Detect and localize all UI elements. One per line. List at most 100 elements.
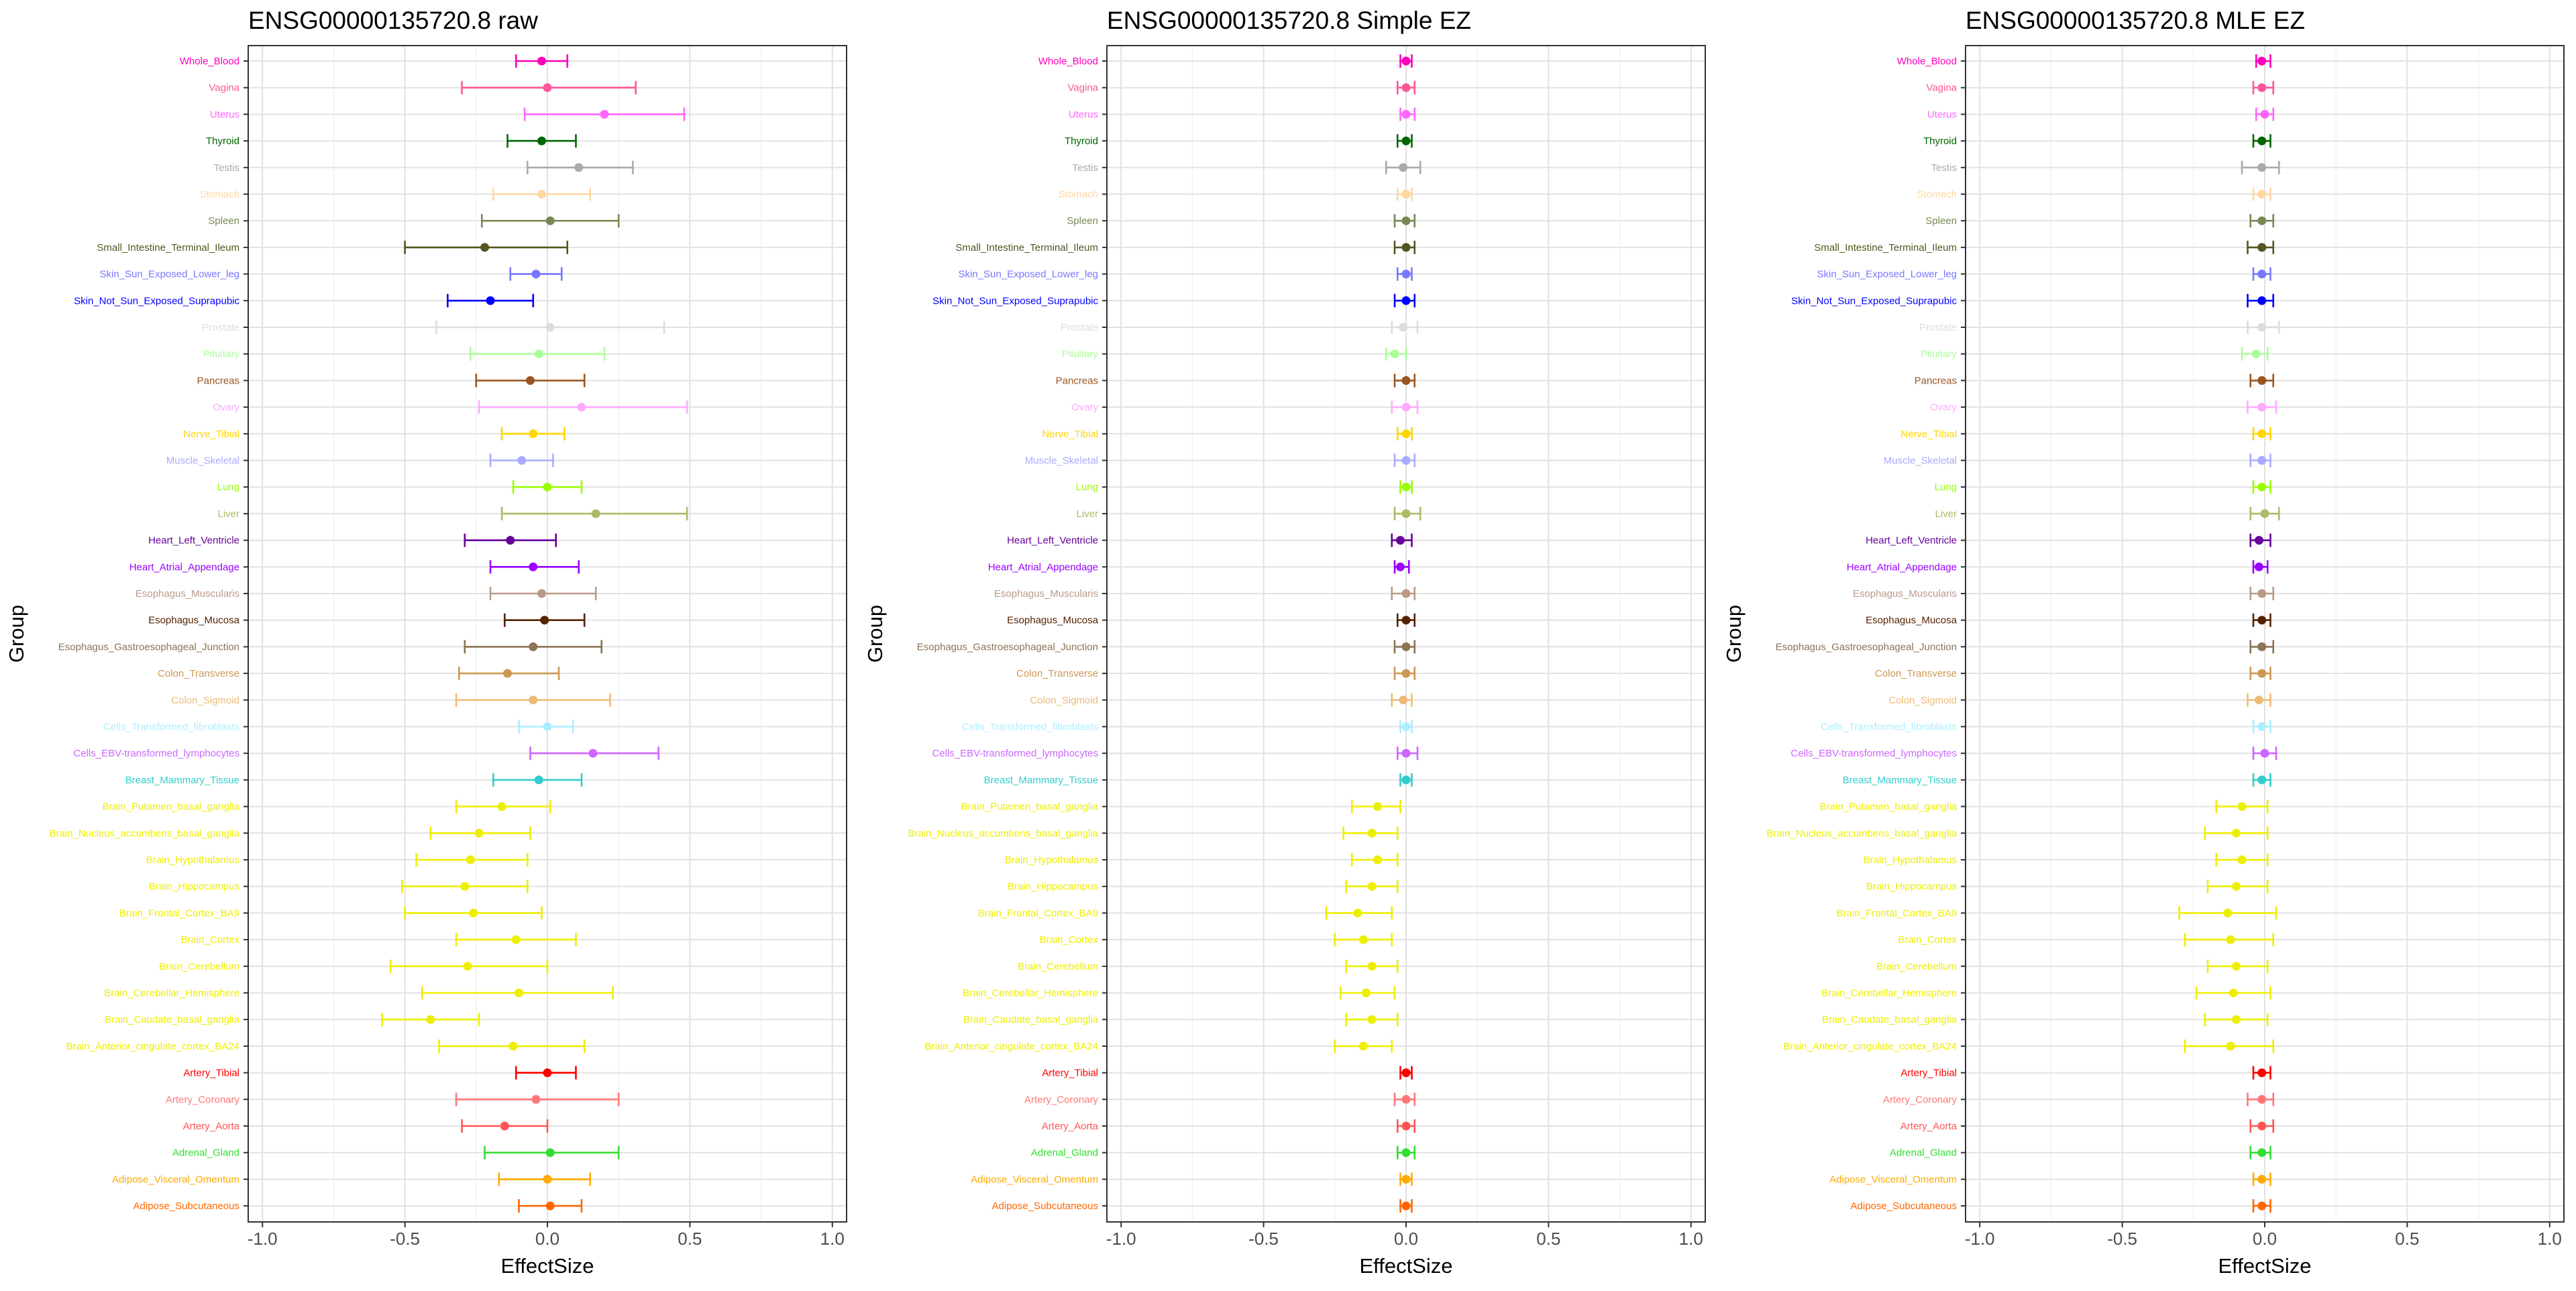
y-tick-label: Breast_Mammary_Tissue [984,775,1098,786]
point-estimate [1373,802,1383,811]
point-estimate [1401,1174,1411,1184]
y-tick-label: Whole_Blood [1038,56,1098,67]
y-tick-label: Colon_Sigmoid [1888,695,1957,706]
y-tick-label: Cells_EBV-transformed_lymphocytes [73,748,239,759]
y-tick-label: Brain_Cerebellar_Hemisphere [963,988,1098,999]
y-tick-label: Brain_Cerebellum [1018,961,1098,972]
y-tick-label: Skin_Sun_Exposed_Lower_leg [959,269,1098,280]
point-estimate [480,243,490,252]
error-bar [2206,959,2269,973]
x-tick-label: -0.5 [390,1229,420,1249]
point-estimate [508,1042,518,1051]
error-bar [489,587,597,600]
error-bar [1393,453,1416,467]
error-bar [529,746,659,761]
point-estimate [1401,1201,1411,1211]
point-estimate [2257,56,2267,66]
error-bar [1345,959,1399,973]
error-bar [1399,773,1413,787]
y-tick-label: Artery_Coronary [1024,1094,1099,1105]
y-tick-label: Adipose_Subcutaneous [992,1200,1098,1212]
error-bar [381,1013,480,1027]
point-estimate [2237,855,2247,864]
y-tick-label: Spleen [1925,215,1957,227]
y-tick-label: Artery_Coronary [1883,1094,1957,1105]
error-bar [1391,533,1413,547]
y-tick-label: Uterus [1069,109,1098,120]
y-tick-label: Brain_Cerebellum [159,961,239,972]
error-bar [2252,480,2271,494]
y-tick-label: Artery_Aorta [1900,1121,1957,1132]
error-bar [1396,80,1416,95]
y-tick-label: Heart_Atrial_Appendage [129,561,239,573]
error-bar [475,374,586,388]
point-estimate [2232,882,2241,891]
y-tick-label: Brain_Anterior_cingulate_cortex_BA24 [925,1041,1099,1052]
y-tick-label: Artery_Coronary [166,1094,240,1105]
point-estimate [2257,1094,2267,1104]
point-estimate [1401,1148,1411,1158]
error-bar [2249,214,2275,228]
error-bar [2204,1013,2269,1027]
error-bar [435,321,665,334]
y-axis-title: Group [1722,605,1746,663]
y-tick-label: Adipose_Subcutaneous [133,1200,239,1212]
error-bar [390,959,549,973]
point-estimate [2260,509,2269,518]
point-estimate [1399,323,1408,332]
point-estimate [1401,775,1411,785]
y-tick-label: Cells_Transformed_fibroblasts [1821,722,1957,733]
point-estimate [2257,722,2267,731]
y-tick-label: Skin_Sun_Exposed_Lower_leg [1817,269,1957,280]
y-tick-label: Cells_EBV-transformed_lymphocytes [932,748,1098,759]
point-estimate [1358,1042,1368,1051]
error-bar [2252,134,2271,148]
error-bar [2247,240,2275,254]
error-bar [1393,560,1410,574]
error-bar [2215,799,2269,813]
point-estimate [537,136,547,146]
point-estimate [543,83,552,93]
y-tick-label: Liver [1935,508,1957,520]
y-tick-label: Adipose_Visceral_Omentum [971,1174,1098,1185]
y-tick-label: Stomach [1917,189,1957,201]
y-tick-label: Nerve_Tibial [183,429,239,440]
error-bar [1391,400,1419,414]
point-estimate [1401,56,1411,66]
point-estimate [1401,642,1411,651]
point-estimate [506,536,515,545]
error-bar [1334,933,1393,947]
error-bar [1399,54,1413,68]
y-tick-label: Liver [217,508,239,520]
y-tick-label: Nerve_Tibial [1042,429,1098,440]
point-estimate [543,482,552,492]
error-bar [492,773,583,787]
y-tick-label: Nerve_Tibial [1900,429,1957,440]
error-bar [1396,1119,1416,1133]
y-tick-label: Ovary [1930,402,1957,413]
y-tick-label: Colon_Transverse [1016,668,1098,679]
point-estimate [2257,1201,2267,1211]
y-tick-label: Brain_Putamen_basal_ganglia [961,801,1099,813]
error-bar [470,347,606,361]
chart-title: ENSG00000135720.8 raw [248,7,538,34]
y-tick-label: Colon_Sigmoid [171,695,239,706]
y-tick-label: Ovary [1071,402,1099,413]
error-bar [2252,1199,2271,1213]
error-bar [2252,720,2271,734]
error-bar [500,427,566,441]
y-tick-label: Spleen [208,215,239,227]
y-tick-label: Breast_Mammary_Tissue [125,775,239,786]
point-estimate [1401,190,1411,199]
point-estimate [1401,1121,1411,1131]
error-bar [1385,347,1407,361]
error-bar [1334,1039,1393,1053]
error-bar [1393,374,1416,388]
y-tick-label: Esophagus_Mucosa [148,615,240,626]
error-bar [1396,613,1416,627]
error-bar [2249,506,2280,520]
point-estimate [1399,163,1408,172]
y-tick-label: Artery_Aorta [1042,1121,1099,1132]
error-bar [515,1066,577,1080]
error-bar [518,1199,583,1213]
